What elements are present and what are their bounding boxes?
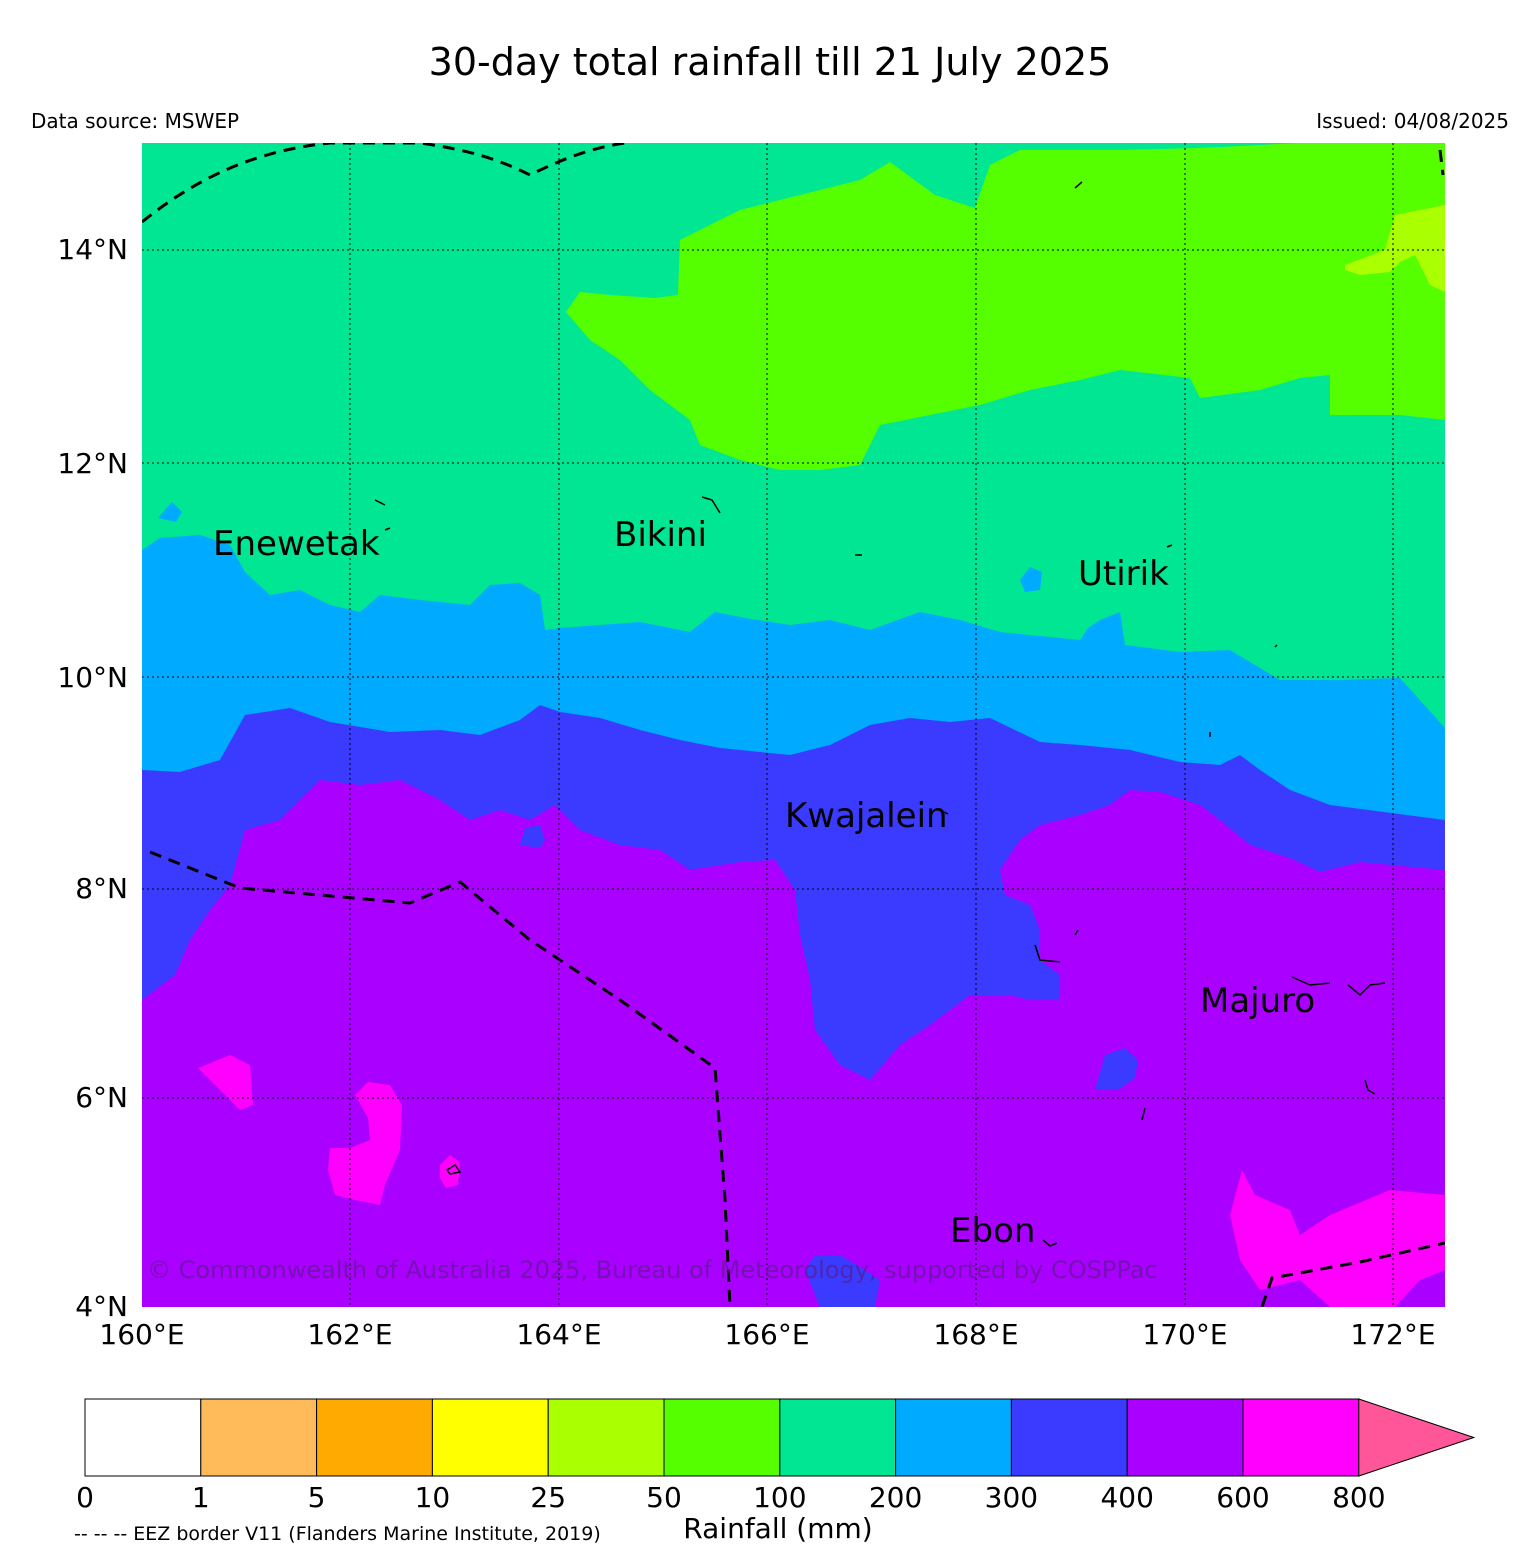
- lat-label: 4°N: [75, 1290, 128, 1323]
- lon-label: 172°E: [1350, 1318, 1435, 1351]
- blob-200-300: [158, 502, 182, 522]
- colorbar-swatch: [547, 1398, 665, 1477]
- place-enewetak: Enewetak: [213, 524, 380, 564]
- data-source: Data source: MSWEP: [31, 109, 240, 133]
- blob-300-400: [862, 925, 910, 985]
- place-majuro: Majuro: [1200, 981, 1315, 1021]
- colorbar-swatch: [1010, 1398, 1128, 1477]
- place-bikini: Bikini: [614, 515, 707, 555]
- map-title: 30-day total rainfall till 21 July 2025: [428, 40, 1112, 84]
- place-ebon: Ebon: [950, 1211, 1035, 1251]
- colorbar-tick-label: 600: [1216, 1481, 1269, 1514]
- rainfall-map: Enewetak Bikini Utirik Kwajalein Majuro …: [57, 143, 1445, 1351]
- lon-label: 160°E: [99, 1318, 184, 1351]
- eez-border: [142, 143, 1445, 1307]
- band-400-600: [142, 780, 1445, 1307]
- lon-label: 170°E: [1142, 1318, 1227, 1351]
- colorbar-swatch: [779, 1398, 897, 1477]
- issued-date: Issued: 04/08/2025: [1316, 109, 1509, 133]
- colorbar-tick-label: 200: [869, 1481, 922, 1514]
- lat-label: 12°N: [57, 447, 128, 480]
- colorbar-tick-label: 0: [76, 1481, 94, 1514]
- colorbar-tick-label: 50: [646, 1481, 682, 1514]
- blob-600-800: [198, 1055, 253, 1110]
- colorbar-swatch: [431, 1398, 549, 1477]
- colorbar-tick-label: 800: [1332, 1481, 1385, 1514]
- colorbar: 0 1 5 10 25 50 100 200 300 400 600 800: [76, 1398, 1476, 1514]
- lon-label: 162°E: [307, 1318, 392, 1351]
- colorbar-tick-label: 10: [415, 1481, 451, 1514]
- colorbar-tick-label: 100: [753, 1481, 806, 1514]
- blob-600-800: [1230, 1170, 1445, 1307]
- colorbar-swatch: [1242, 1398, 1360, 1477]
- colorbar-label: Rainfall (mm): [683, 1512, 873, 1545]
- colorbar-tick-label: 5: [308, 1481, 326, 1514]
- colorbar-swatch: [84, 1398, 202, 1477]
- blob-300-400: [1095, 1048, 1138, 1090]
- eez-legend-note: -- -- -- EEZ border V11 (Flanders Marine…: [74, 1523, 601, 1545]
- colorbar-swatch: [663, 1398, 781, 1477]
- blob-600-800: [328, 1082, 402, 1205]
- colorbar-swatch: [200, 1398, 318, 1477]
- lon-label: 168°E: [933, 1318, 1018, 1351]
- place-utirik: Utirik: [1078, 554, 1169, 594]
- lon-label: 166°E: [724, 1318, 809, 1351]
- blob-100-200: [1075, 598, 1120, 630]
- band-50-100: [566, 143, 1445, 470]
- lat-label: 10°N: [57, 661, 128, 694]
- colorbar-tick-label: 25: [530, 1481, 566, 1514]
- colorbar-swatch: [316, 1398, 433, 1477]
- colorbar-tick-label: 400: [1100, 1481, 1153, 1514]
- colorbar-tick-label: 1: [192, 1481, 210, 1514]
- blob-300-400: [805, 1255, 880, 1307]
- blob-600-800: [440, 1155, 460, 1188]
- lat-label: 14°N: [57, 233, 128, 266]
- colorbar-tick-label: 300: [985, 1481, 1038, 1514]
- colorbar-swatch: [1126, 1398, 1244, 1477]
- colorbar-extend-arrow: [1358, 1398, 1476, 1477]
- copyright-watermark: © Commonwealth of Australia 2025, Bureau…: [147, 1256, 1158, 1284]
- blob-300-400: [520, 825, 545, 848]
- lon-label: 164°E: [516, 1318, 601, 1351]
- band-25-50: [1345, 205, 1445, 292]
- blob-200-300: [1020, 567, 1042, 592]
- place-kwajalein: Kwajalein: [785, 796, 948, 836]
- lat-label: 6°N: [75, 1081, 128, 1114]
- colorbar-swatch: [895, 1398, 1012, 1477]
- lat-label: 8°N: [75, 872, 128, 905]
